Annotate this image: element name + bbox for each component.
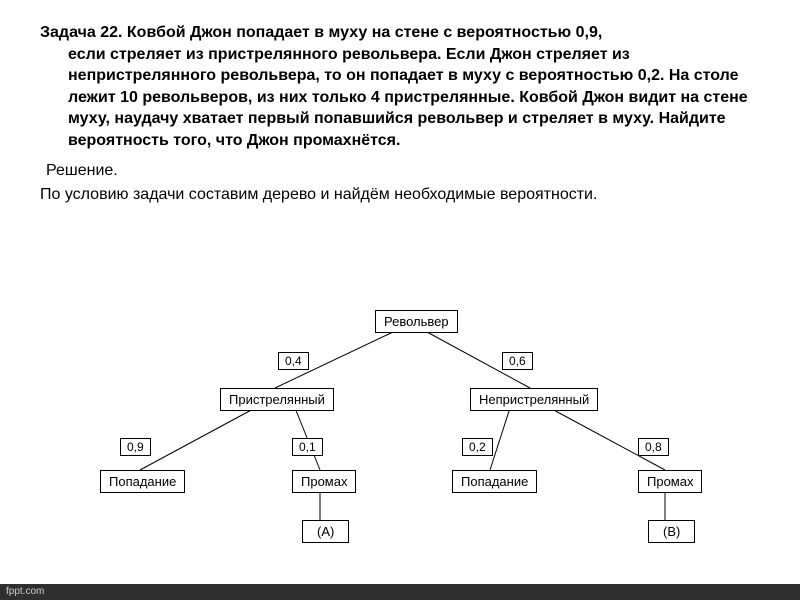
prob-left-hit: 0,9	[120, 438, 151, 456]
prob-right-miss: 0,8	[638, 438, 669, 456]
problem-statement: Задача 22. Ковбой Джон попадает в муху н…	[40, 22, 760, 152]
problem-rest: если стреляет из пристрелянного револьве…	[68, 44, 760, 152]
problem-line1: Задача 22. Ковбой Джон попадает в муху н…	[40, 22, 760, 44]
tag-a: (A)	[302, 520, 349, 543]
tag-b: (B)	[648, 520, 695, 543]
footer: fppt.com	[0, 584, 800, 600]
leaf-left-hit: Попадание	[100, 470, 185, 493]
leaf-right-miss: Промах	[638, 470, 702, 493]
prob-left-miss: 0,1	[292, 438, 323, 456]
prob-right-hit: 0,2	[462, 438, 493, 456]
leaf-left-miss: Промах	[292, 470, 356, 493]
solution-label: Решение.	[46, 162, 760, 180]
leaf-right-hit: Попадание	[452, 470, 537, 493]
prob-left: 0,4	[278, 352, 309, 370]
node-root: Револьвер	[375, 310, 458, 333]
node-right: Непристрелянный	[470, 388, 598, 411]
probability-tree: Револьвер 0,4 0,6 Пристрелянный Непристр…	[0, 310, 800, 570]
prob-right: 0,6	[502, 352, 533, 370]
node-left: Пристрелянный	[220, 388, 334, 411]
slide: Задача 22. Ковбой Джон попадает в муху н…	[0, 0, 800, 600]
solution-text: По условию задачи составим дерево и найд…	[40, 186, 760, 204]
